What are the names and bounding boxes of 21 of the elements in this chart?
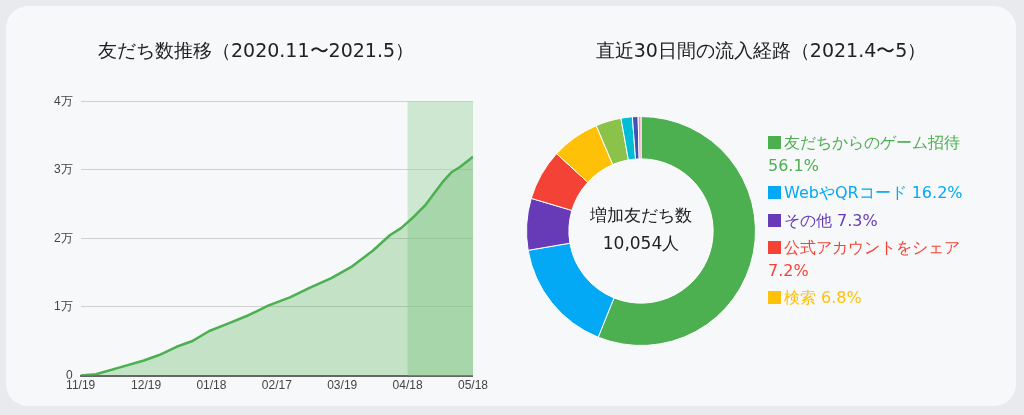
x-tick-label: 04/18 (392, 378, 423, 393)
text: 10,054人 (602, 233, 680, 254)
x-tick-label: 02/17 (261, 378, 293, 393)
y-tick-label: 2万 (53, 230, 73, 245)
legend-label: WebやQRコード 16.2% (784, 183, 963, 203)
legend-label: 友だちからのゲーム招待 (784, 133, 960, 152)
x-tick-label: 01/18 (196, 378, 227, 393)
legend-label: 公式アカウントをシェア (784, 237, 960, 257)
data-label: 56.1% (768, 156, 819, 176)
legend-label: その他 7.3% (784, 210, 878, 230)
x-tick-label: 12/19 (131, 378, 162, 393)
chart-title: 直近30日間の流入経路（2021.4〜5） (594, 38, 928, 63)
data-label: 7.2% (768, 260, 809, 280)
x-tick-label: 05/18 (457, 378, 489, 393)
x-tick-label: 03/19 (327, 378, 358, 393)
y-tick-label: 4万 (53, 93, 73, 108)
legend-label: 検索 6.8% (784, 288, 862, 308)
text: 増加友だち数 (589, 205, 692, 226)
y-tick-label: 1万 (53, 299, 73, 314)
chart-title: 友だち数推移（2020.11〜2021.5） (96, 38, 416, 63)
y-tick-label: 3万 (53, 162, 73, 177)
